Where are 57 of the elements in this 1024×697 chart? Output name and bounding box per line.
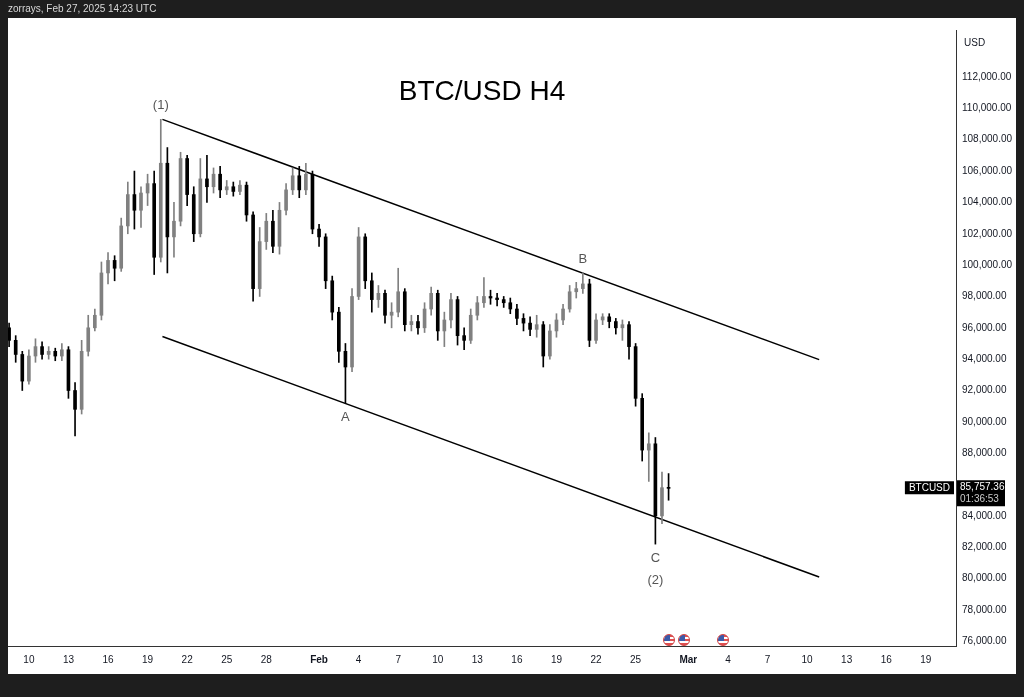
y-tick-label: 102,000.00 — [962, 227, 1013, 239]
annotation: A — [341, 408, 351, 424]
x-tick-label: 25 — [630, 653, 642, 665]
x-tick-label: 16 — [102, 653, 115, 665]
y-tick-label: 106,000.00 — [962, 164, 1013, 176]
y-tick-label: 100,000.00 — [962, 258, 1013, 270]
y-tick-label: 82,000.00 — [962, 541, 1007, 552]
x-tick-label: 10 — [801, 653, 814, 665]
x-tick-label: 22 — [181, 653, 194, 665]
annotation: (1) — [152, 96, 169, 112]
text: 85,757.36 — [960, 481, 1005, 493]
annotation: (2) — [647, 571, 664, 587]
x-tick-label: Feb — [310, 653, 328, 665]
x-tick-label: 10 — [23, 653, 35, 665]
y-tick-label: 92,000.00 — [962, 384, 1007, 396]
x-tick-label: 19 — [550, 653, 563, 665]
y-tick-label: 96,000.00 — [962, 321, 1007, 333]
y-tick-label: 76,000.00 — [962, 635, 1007, 647]
x-tick-label: 13 — [471, 653, 484, 665]
candlestick — [205, 155, 209, 203]
y-tick-label: 98,000.00 — [962, 290, 1007, 302]
x-tick-label: 7 — [395, 653, 402, 665]
x-tick-label: Mar — [679, 653, 698, 665]
candlestick — [495, 293, 499, 307]
annotation: BTCUSD — [908, 482, 951, 494]
x-tick-label: 22 — [590, 653, 603, 665]
y-tick-label: 94,000.00 — [962, 352, 1007, 364]
text: zorrays, Feb 27, 2025 14:23 UTC — [8, 3, 157, 14]
candlestick — [482, 277, 486, 308]
y-tick-label: 80,000.00 — [962, 572, 1007, 584]
x-tick-label: 19 — [142, 653, 154, 665]
y-tick-label: 108,000.00 — [962, 133, 1013, 145]
x-tick-label: 13 — [62, 653, 75, 665]
x-tick-label: 10 — [432, 653, 444, 665]
x-tick-label: 16 — [880, 653, 893, 665]
x-tick-label: 7 — [764, 653, 771, 665]
x-tick-label: 4 — [725, 653, 732, 665]
y-tick-label: 104,000.00 — [962, 196, 1013, 208]
y-tick-label: 90,000.00 — [962, 415, 1007, 427]
x-tick-label: 28 — [260, 653, 273, 665]
annotation: C — [650, 549, 661, 565]
x-tick-label: 13 — [841, 653, 853, 665]
y-axis-title: USD — [964, 36, 986, 48]
annotation: B — [578, 250, 588, 266]
y-tick-label: 110,000.00 — [962, 102, 1012, 114]
text: 01:36:53 — [960, 493, 1000, 505]
text: BTC/USD H4 — [398, 74, 566, 106]
y-tick-label: 84,000.00 — [962, 509, 1007, 521]
y-tick-label: 78,000.00 — [962, 603, 1007, 615]
y-tick-label: 112,000.00 — [962, 70, 1012, 82]
x-tick-label: 19 — [920, 653, 932, 665]
x-tick-label: 16 — [511, 653, 523, 665]
x-tick-label: 25 — [221, 653, 233, 665]
y-tick-label: 88,000.00 — [962, 446, 1007, 458]
candlestick — [646, 432, 651, 482]
candlestick — [581, 272, 585, 294]
x-tick-label: 4 — [355, 653, 362, 665]
